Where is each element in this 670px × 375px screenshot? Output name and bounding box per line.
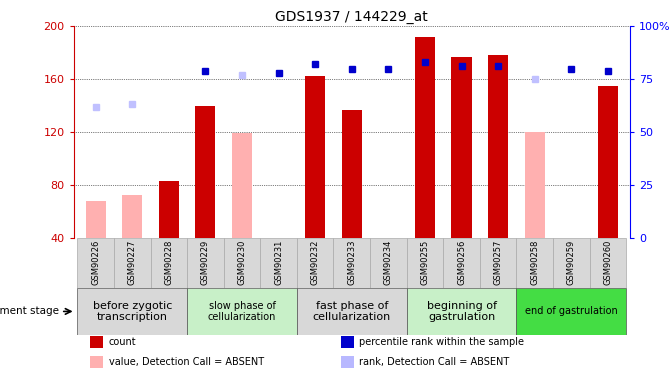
Bar: [407, 288, 517, 335]
Bar: [517, 288, 626, 335]
Text: GSM90258: GSM90258: [530, 240, 539, 285]
Text: value, Detection Call = ABSENT: value, Detection Call = ABSENT: [109, 357, 264, 367]
Title: GDS1937 / 144229_at: GDS1937 / 144229_at: [275, 10, 428, 24]
Bar: [224, 238, 260, 288]
Bar: [90, 356, 103, 368]
Text: percentile rank within the sample: percentile rank within the sample: [359, 338, 524, 347]
Text: GSM90227: GSM90227: [128, 240, 137, 285]
Text: beginning of
gastrulation: beginning of gastrulation: [427, 301, 496, 322]
Bar: [480, 238, 517, 288]
Text: GSM90229: GSM90229: [201, 240, 210, 285]
Text: GSM90234: GSM90234: [384, 240, 393, 285]
Text: GSM90259: GSM90259: [567, 240, 576, 285]
Text: rank, Detection Call = ABSENT: rank, Detection Call = ABSENT: [359, 357, 509, 367]
Bar: [342, 110, 362, 238]
Text: end of gastrulation: end of gastrulation: [525, 306, 618, 316]
Text: GSM90233: GSM90233: [347, 240, 356, 285]
Bar: [297, 288, 407, 335]
Bar: [340, 356, 354, 368]
Bar: [122, 195, 142, 238]
Bar: [187, 238, 224, 288]
Bar: [370, 238, 407, 288]
Bar: [517, 238, 553, 288]
Text: before zygotic
transcription: before zygotic transcription: [92, 301, 172, 322]
Bar: [525, 132, 545, 238]
Text: GSM90230: GSM90230: [237, 240, 247, 285]
Bar: [415, 37, 435, 238]
Text: GSM90231: GSM90231: [274, 240, 283, 285]
Text: count: count: [109, 338, 137, 347]
Text: GSM90257: GSM90257: [494, 240, 502, 285]
Bar: [334, 238, 370, 288]
Bar: [77, 288, 187, 335]
Bar: [151, 238, 187, 288]
Bar: [90, 336, 103, 348]
Bar: [232, 133, 252, 238]
Bar: [187, 288, 297, 335]
Text: GSM90260: GSM90260: [604, 240, 612, 285]
Bar: [598, 86, 618, 238]
Bar: [407, 238, 444, 288]
Bar: [77, 238, 114, 288]
Bar: [86, 201, 106, 238]
Bar: [488, 56, 508, 238]
Text: GSM90232: GSM90232: [311, 240, 320, 285]
Text: GSM90228: GSM90228: [164, 240, 174, 285]
Bar: [305, 76, 325, 238]
Text: GSM90226: GSM90226: [91, 240, 100, 285]
Bar: [114, 238, 151, 288]
Bar: [590, 238, 626, 288]
Bar: [159, 181, 179, 238]
Bar: [553, 238, 590, 288]
Bar: [452, 57, 472, 238]
Text: GSM90256: GSM90256: [457, 240, 466, 285]
Bar: [340, 336, 354, 348]
Bar: [297, 238, 334, 288]
Text: fast phase of
cellularization: fast phase of cellularization: [313, 301, 391, 322]
Text: slow phase of
cellularization: slow phase of cellularization: [208, 301, 276, 322]
Bar: [260, 238, 297, 288]
Text: development stage: development stage: [0, 306, 59, 316]
Text: GSM90255: GSM90255: [420, 240, 429, 285]
Bar: [196, 105, 216, 238]
Bar: [444, 238, 480, 288]
